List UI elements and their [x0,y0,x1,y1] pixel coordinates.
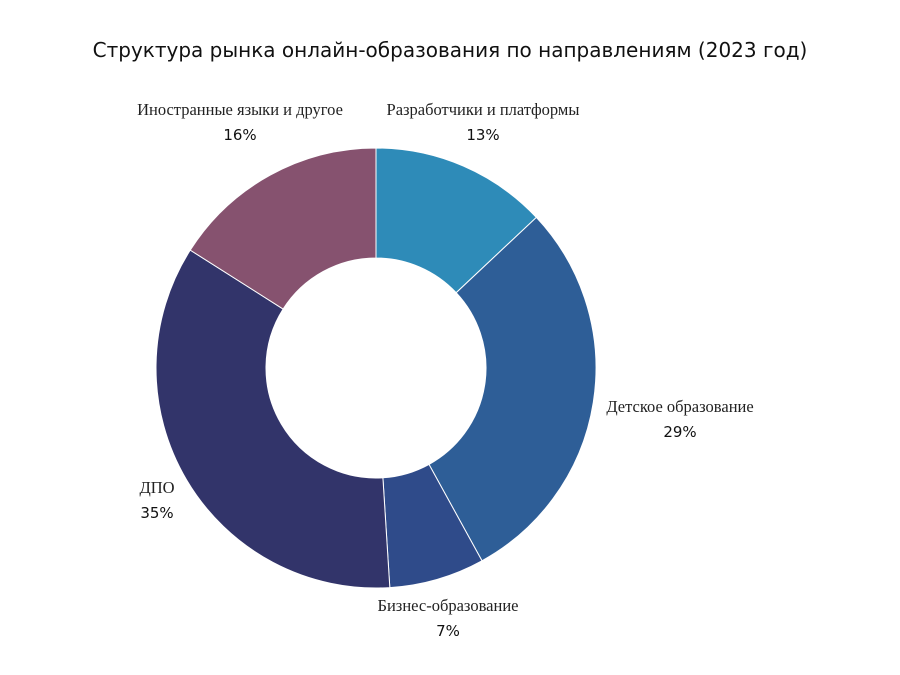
slice-label-value: 13% [466,126,499,144]
donut-slice [155,249,391,589]
slice-label-name: ДПО [139,478,174,497]
slice-labels: Разработчики и платформы 13% Детское образ… [137,100,754,640]
donut-slice [428,216,597,562]
slice-label-name: Бизнес-образование [378,596,519,615]
slice-label-name: Иностранные языки и другое [137,100,343,119]
chart-title: Структура рынка онлайн-образования по на… [92,38,808,62]
slice-label-value: 16% [223,126,256,144]
slice-label-value: 29% [663,423,696,441]
slice-label-value: 7% [436,622,460,640]
slice-label-name: Детское образование [606,397,753,416]
donut-slices [155,147,597,589]
donut-slice [189,147,377,310]
slice-label-value: 35% [140,504,173,522]
slice-label-name: Разработчики и платформы [387,100,580,119]
